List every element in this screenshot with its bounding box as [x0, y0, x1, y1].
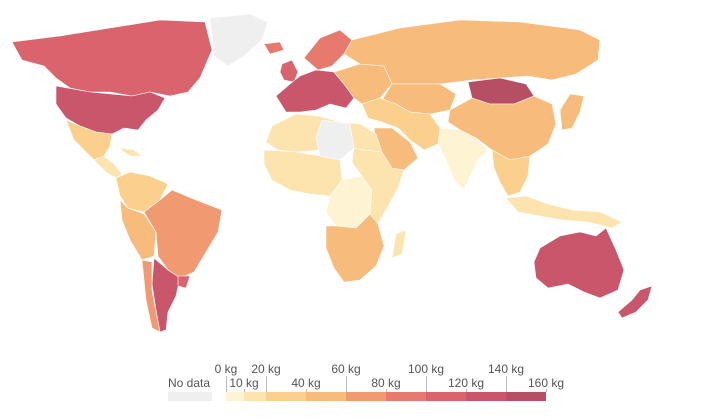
region-sahara-nodata[interactable]	[315, 119, 355, 161]
region-scandinavia[interactable]	[303, 29, 353, 71]
legend-tick-label: 20 kg	[251, 362, 281, 376]
legend-bin-swatch	[426, 392, 466, 401]
legend-tick	[466, 389, 467, 392]
region-new-zealand[interactable]	[617, 285, 653, 319]
legend-bin-swatch	[346, 392, 386, 401]
region-australia[interactable]	[533, 227, 625, 299]
legend-tick	[426, 376, 427, 392]
legend-tick-label: 160 kg	[527, 376, 565, 390]
region-iceland[interactable]	[263, 41, 285, 55]
legend-no-data-swatch	[168, 392, 212, 401]
region-southeast-asia[interactable]	[491, 149, 531, 197]
legend-tick	[386, 389, 387, 392]
legend-bin-swatch	[244, 392, 266, 401]
legend-tick-label: 80 kg	[371, 376, 401, 390]
region-madagascar[interactable]	[391, 229, 407, 259]
region-brazil[interactable]	[143, 189, 223, 279]
region-argentina[interactable]	[151, 257, 181, 333]
legend-tick	[244, 389, 245, 392]
legend-bin-swatch	[226, 392, 244, 401]
legend-bin-swatch	[266, 392, 306, 401]
region-chile[interactable]	[141, 259, 161, 333]
legend-tick	[226, 376, 227, 392]
legend-bin-swatch	[506, 392, 546, 401]
region-russia[interactable]	[343, 19, 601, 85]
legend-bin-swatch	[386, 392, 426, 401]
region-japan-korea[interactable]	[559, 93, 585, 131]
legend-tick	[546, 389, 547, 392]
region-greenland[interactable]	[209, 13, 269, 67]
region-uruguay[interactable]	[177, 275, 191, 289]
region-uk-ireland[interactable]	[279, 59, 299, 83]
region-cuba[interactable]	[117, 147, 143, 157]
legend-tick	[346, 376, 347, 392]
legend-tick-label: 140 kg	[487, 362, 525, 376]
legend-tick-label: 10 kg	[229, 376, 259, 390]
region-mexico[interactable]	[65, 119, 113, 161]
region-east-africa[interactable]	[351, 147, 405, 225]
region-usa[interactable]	[55, 85, 166, 135]
legend-bin-swatch	[306, 392, 346, 401]
legend-tick	[506, 376, 507, 392]
legend-tick-label: 120 kg	[447, 376, 485, 390]
region-peru-bolivia[interactable]	[119, 199, 157, 261]
legend-no-data-label: No data	[168, 376, 211, 390]
region-indonesia[interactable]	[505, 195, 623, 229]
legend-tick	[306, 389, 307, 392]
legend-tick-label: 100 kg	[407, 362, 445, 376]
region-southern-africa[interactable]	[325, 213, 385, 283]
legend-tick-label: 0 kg	[214, 362, 238, 376]
legend-bin-swatch	[466, 392, 506, 401]
region-middle-east[interactable]	[361, 97, 441, 151]
region-canada[interactable]	[11, 19, 213, 97]
legend-tick-label: 60 kg	[331, 362, 361, 376]
region-india[interactable]	[437, 127, 489, 191]
region-central-america[interactable]	[93, 155, 123, 179]
legend-tick	[266, 376, 267, 392]
legend-tick-label: 40 kg	[291, 376, 321, 390]
